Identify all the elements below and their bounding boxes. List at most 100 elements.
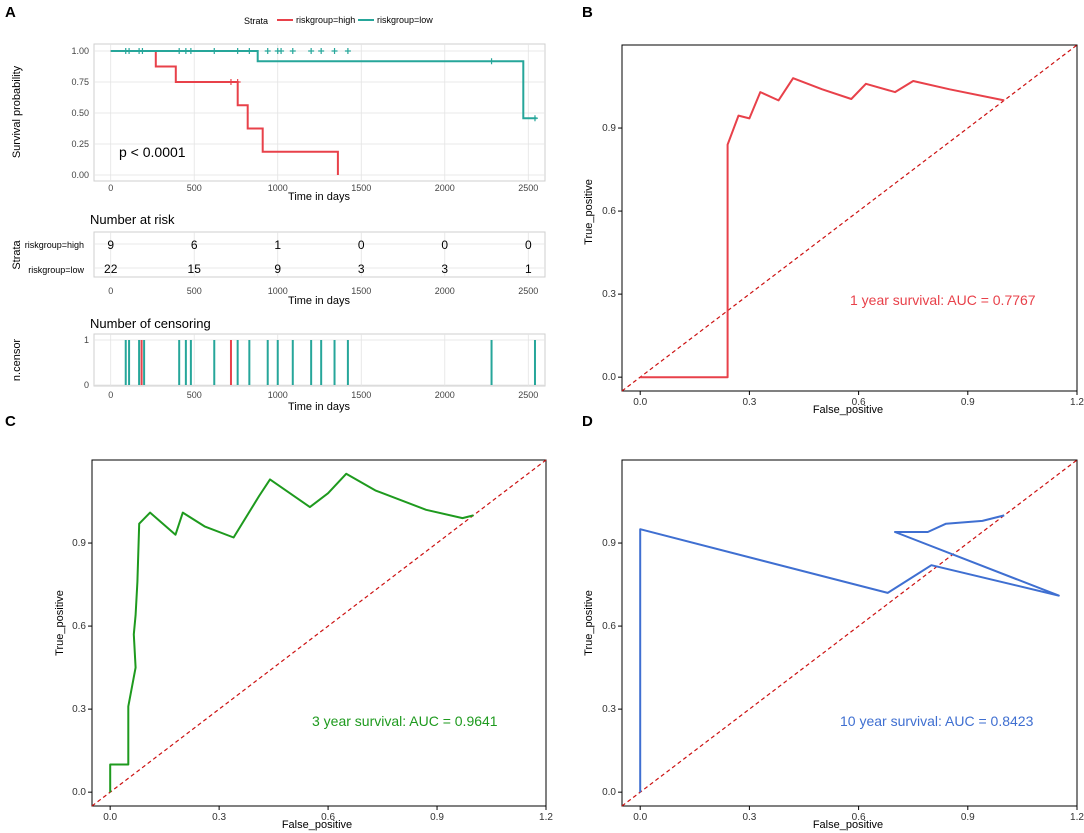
- km-curve-low: [110, 50, 537, 120]
- km-censor-mark: [331, 48, 338, 54]
- roc-3-year-curve: [109, 472, 474, 793]
- km-x-axis-title: Time in days: [288, 191, 350, 203]
- roc-3-year-plot-area: [91, 459, 547, 807]
- roc-10-year-x-tick-label: 1.2: [1070, 812, 1084, 823]
- km-censor-mark: [318, 48, 325, 54]
- risk-cell: 1: [525, 262, 532, 276]
- roc-3-year-y-tick-label: 0.0: [72, 787, 86, 798]
- panel-label-b: B: [582, 4, 593, 21]
- risk-table-area: [93, 231, 546, 278]
- censoring-x-tick-label: 2000: [435, 390, 455, 400]
- roc-1-year-y-title: True_positive: [583, 179, 595, 245]
- roc-1-year-y-tick-label: 0.9: [602, 123, 616, 134]
- censoring-plot: Number of censoring 01 0 500 1000 1500 2000 2…: [11, 316, 546, 413]
- km-x-ticks: 0 500 1000 1500 2000 2500: [108, 183, 538, 193]
- km-x-tick-label: 0: [108, 183, 113, 193]
- risk-x-tick-label: 2000: [435, 286, 455, 296]
- risk-cell: 6: [191, 238, 198, 252]
- roc-1-year-x-tick-label: 0.6: [852, 397, 866, 408]
- risk-x-tick-label: 500: [187, 286, 202, 296]
- censoring-x-ticks: 0 500 1000 1500 2000 2500: [108, 390, 538, 400]
- roc-3-year-y-title: True_positive: [54, 590, 66, 656]
- risk-cell: 22: [104, 262, 118, 276]
- panel-label-a: A: [5, 4, 16, 21]
- roc-10-year-curve: [639, 514, 1060, 793]
- km-x-tick-label: 2500: [518, 183, 538, 193]
- roc-10-year-y-tick-label: 0.3: [602, 704, 616, 715]
- roc-3-year-auc: 3 year survival: AUC = 0.9641: [312, 713, 498, 729]
- roc-3-year-x-tick-label: 0.6: [321, 812, 335, 823]
- km-y-ticks: 0.00 0.25 0.50 0.75 1.00: [71, 46, 89, 180]
- legend-label-low: riskgroup=low: [377, 15, 433, 25]
- km-censor-mark: [278, 48, 285, 54]
- roc-3-year-x-tick-label: 0.3: [212, 812, 226, 823]
- risk-x-tick-label: 1500: [351, 286, 371, 296]
- risk-cell: 3: [358, 262, 365, 276]
- censoring-y-tick-label: 0: [84, 380, 89, 390]
- roc-1-year-y-tick-label: 0.3: [602, 289, 616, 300]
- risk-numbers: 9 6 1 0 0 0 22 15 9 3 3 1: [104, 238, 532, 276]
- censoring-bars: [124, 340, 536, 385]
- km-y-tick-label: 0.25: [71, 139, 89, 149]
- km-censor-mark: [344, 48, 351, 54]
- risk-cell: 15: [188, 262, 202, 276]
- km-plot: 0.00 0.25 0.50 0.75 1.00 0 500 1000 1500 2000 250…: [11, 43, 546, 203]
- roc-3-year-y-tick-label: 0.3: [72, 704, 86, 715]
- censoring-x-tick-label: 1500: [351, 390, 371, 400]
- censoring-x-tick-label: 500: [187, 390, 202, 400]
- roc-10-year-auc: 10 year survival: AUC = 0.8423: [840, 713, 1034, 729]
- roc-10-year: False_positive True_positive 10 year sur…: [583, 459, 1084, 831]
- km-y-axis-title: Survival probability: [11, 65, 23, 158]
- km-y-tick-label: 0.50: [71, 108, 89, 118]
- panel-label-c: C: [5, 413, 16, 430]
- censoring-x-tick-label: 1000: [268, 390, 288, 400]
- censoring-plot-area: [93, 333, 546, 387]
- risk-x-tick-label: 2500: [518, 286, 538, 296]
- censoring-x-tick-label: 2500: [518, 390, 538, 400]
- roc-10-year-x-title: False_positive: [813, 819, 883, 831]
- roc-10-year-x-tick-label: 0.0: [633, 812, 647, 823]
- roc-3-year-x-tick-label: 0.0: [103, 812, 117, 823]
- km-curve-high: [110, 50, 339, 175]
- roc-3-year-x-tick-label: 1.2: [539, 812, 553, 823]
- km-x-tick-label: 2000: [435, 183, 455, 193]
- km-censor-mark: [234, 48, 241, 54]
- roc-1-year-x-tick-label: 0.0: [633, 397, 647, 408]
- roc-3-year-x-tick-label: 0.9: [430, 812, 444, 823]
- roc-1-year-y-tick-label: 0.0: [602, 372, 616, 383]
- km-legend: Strata riskgroup=high riskgroup=low: [244, 15, 433, 26]
- p-value-label: p < 0.0001: [119, 144, 186, 160]
- km-censor-mark: [234, 79, 241, 85]
- roc-1-year-diagonal: [621, 44, 1078, 392]
- risk-cell: 0: [525, 238, 532, 252]
- risk-x-axis-title: Time in days: [288, 295, 350, 307]
- censoring-y-tick-label: 1: [84, 335, 89, 345]
- risk-cell: 3: [441, 262, 448, 276]
- km-censor-mark: [227, 79, 234, 85]
- km-censor-mark: [182, 48, 189, 54]
- km-censor-mark: [211, 48, 218, 54]
- roc-1-year-x-tick-label: 0.3: [742, 397, 756, 408]
- roc-3-year: False_positive True_positive 3 year surv…: [54, 459, 553, 831]
- censoring-y-axis-title: n.censor: [11, 339, 23, 382]
- km-y-tick-label: 1.00: [71, 46, 89, 56]
- censoring-y-ticks: 01: [84, 335, 89, 390]
- roc-1-year-x-tick-label: 1.2: [1070, 397, 1084, 408]
- roc-10-year-y-tick-label: 0.6: [602, 621, 616, 632]
- roc-3-year-x-title: False_positive: [282, 819, 352, 831]
- risk-x-tick-label: 1000: [268, 286, 288, 296]
- risk-x-tick-label: 0: [108, 286, 113, 296]
- roc-3-year-y-tick-label: 0.9: [72, 538, 86, 549]
- km-x-tick-label: 1500: [351, 183, 371, 193]
- roc-10-year-y-title: True_positive: [583, 590, 595, 656]
- roc-10-year-x-tick-label: 0.3: [742, 812, 756, 823]
- roc-10-year-diagonal: [621, 459, 1078, 807]
- panel-label-d: D: [582, 413, 593, 430]
- roc-10-year-y-tick-label: 0.9: [602, 538, 616, 549]
- km-censor-mark: [531, 115, 538, 122]
- km-censor-mark: [264, 48, 271, 54]
- km-y-tick-label: 0.00: [71, 170, 89, 180]
- censoring-x-tick-label: 0: [108, 390, 113, 400]
- risk-cell: 0: [441, 238, 448, 252]
